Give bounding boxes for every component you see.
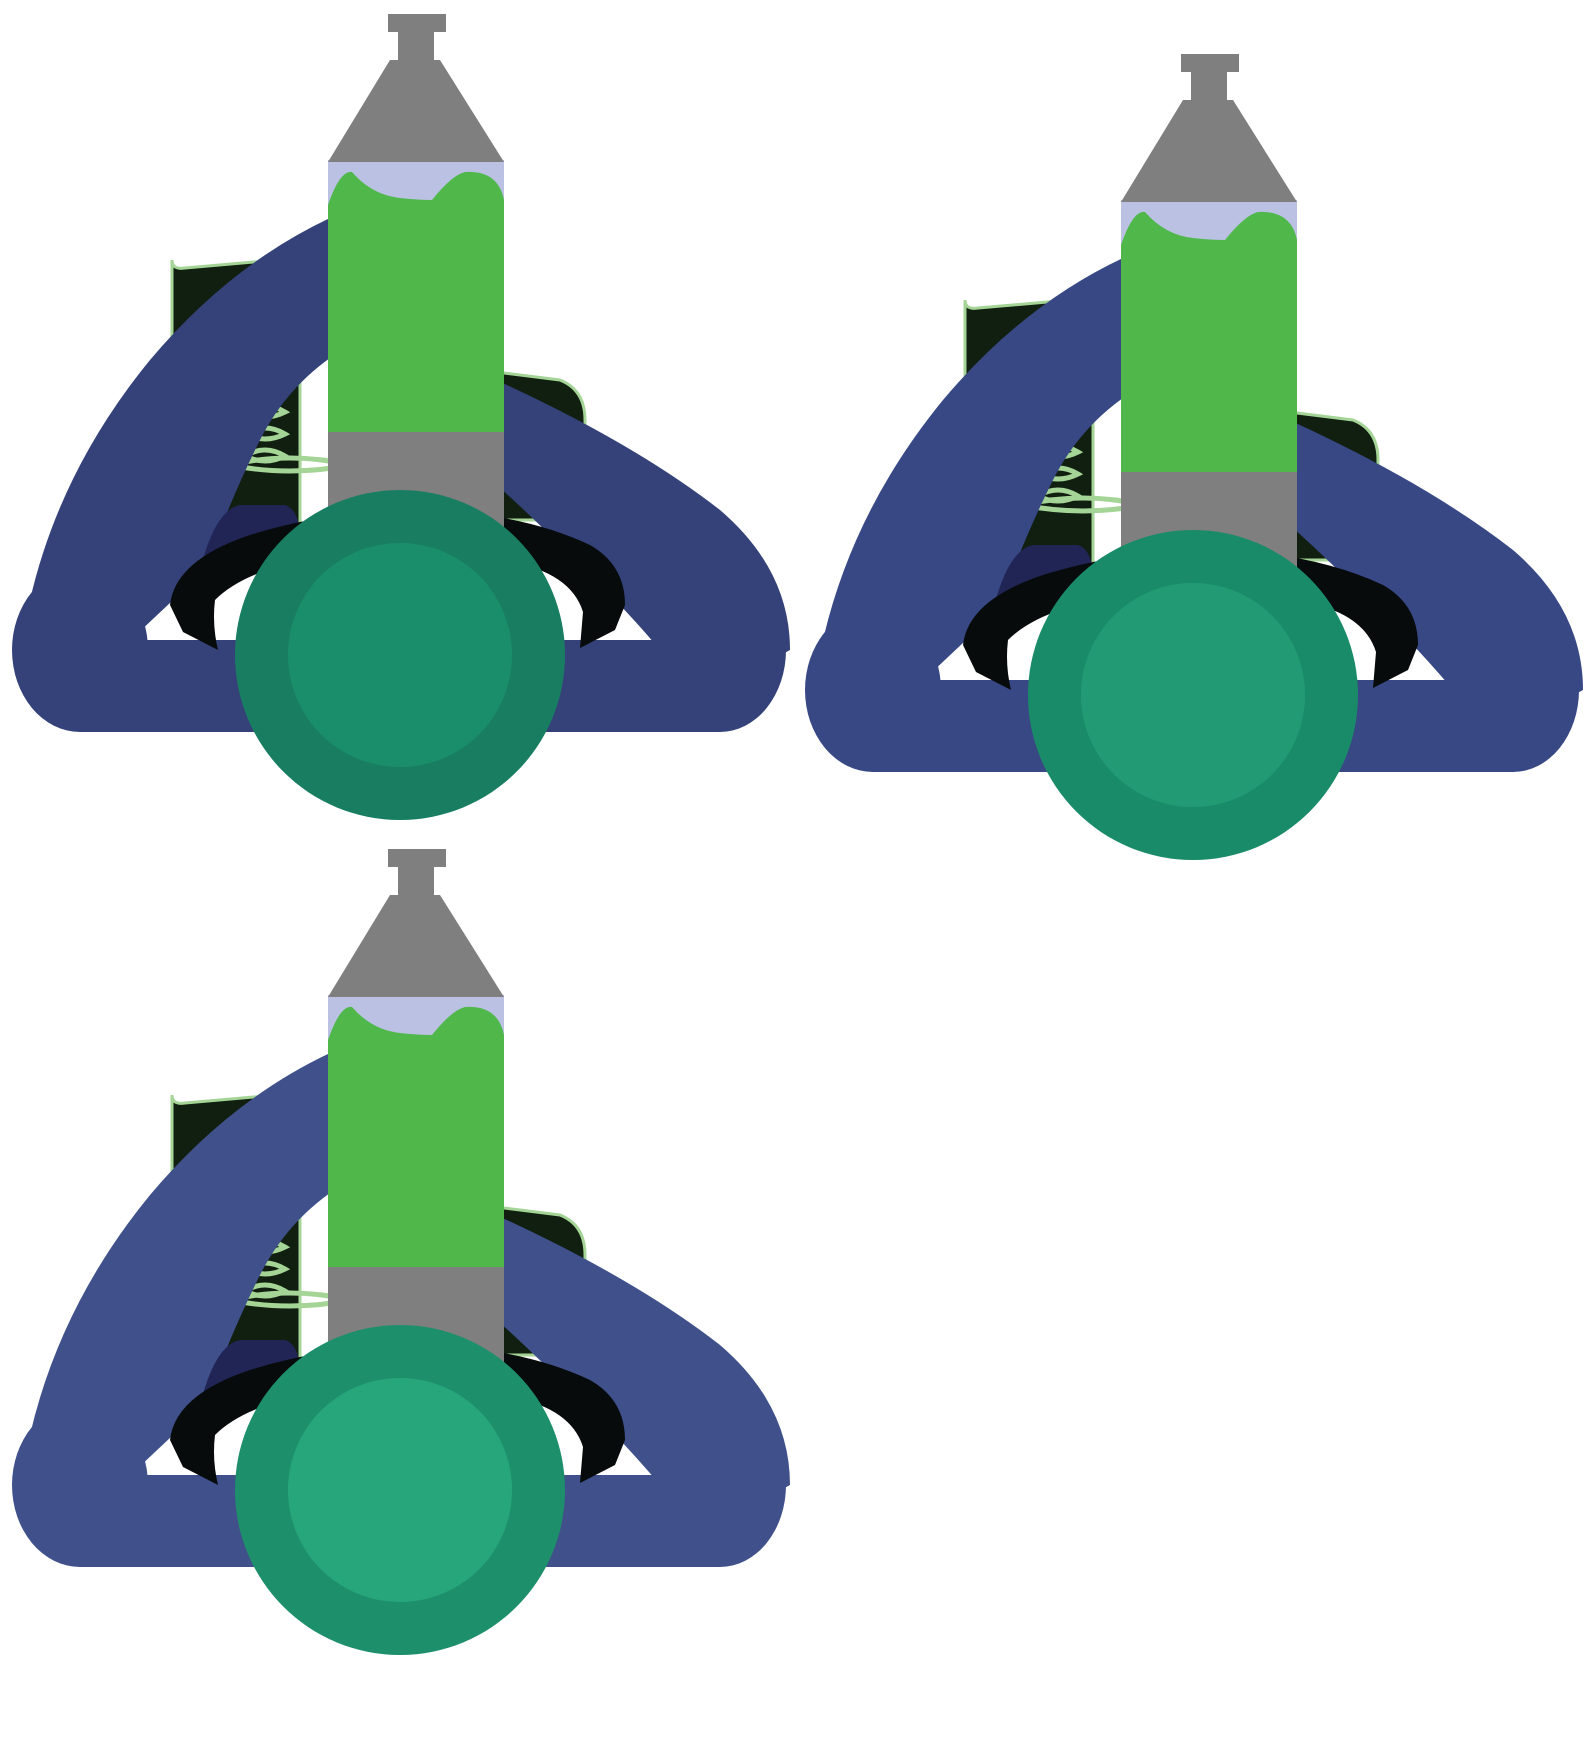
cap-cone xyxy=(328,895,504,997)
cap-top xyxy=(388,14,446,32)
cap-stem xyxy=(398,28,434,62)
arch-handle-icon xyxy=(12,1053,790,1567)
dropper-cap-icon xyxy=(328,14,504,162)
arch-left-leg xyxy=(30,1053,350,1485)
liquid-tank-icon xyxy=(1121,200,1297,572)
tank-liquid xyxy=(328,1006,504,1267)
tank-liquid xyxy=(328,171,504,432)
arch-left-leg xyxy=(823,258,1143,690)
base-disc-icon xyxy=(235,1325,565,1655)
dropper-cap-icon xyxy=(1121,54,1297,202)
dropper-cap-icon xyxy=(328,849,504,997)
cap-cone xyxy=(328,60,504,162)
cap-stem xyxy=(1191,68,1227,102)
device-illustration-1 xyxy=(12,14,790,820)
tank-liquid xyxy=(1121,211,1297,472)
liquid-tank-icon xyxy=(328,995,504,1367)
cap-cone xyxy=(1121,100,1297,202)
device-illustration-3 xyxy=(12,849,790,1655)
base-disc-inner xyxy=(288,543,512,767)
base-disc-inner xyxy=(1081,583,1305,807)
cap-top xyxy=(388,849,446,867)
base-disc-icon xyxy=(235,490,565,820)
device-illustration-2 xyxy=(805,54,1583,860)
cap-top xyxy=(1181,54,1239,72)
arch-left-leg xyxy=(30,218,350,650)
base-disc-icon xyxy=(1028,530,1358,860)
liquid-tank-icon xyxy=(328,160,504,532)
base-disc-inner xyxy=(288,1378,512,1602)
cap-stem xyxy=(398,863,434,897)
